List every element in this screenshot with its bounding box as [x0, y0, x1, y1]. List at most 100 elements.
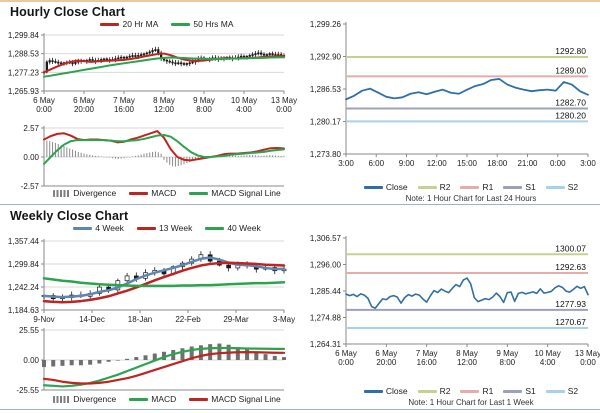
legend-label: S2	[567, 182, 579, 192]
legend-swatch	[417, 389, 437, 393]
svg-text:14-Dec: 14-Dec	[79, 315, 105, 324]
svg-text:1,288.53: 1,288.53	[8, 50, 40, 59]
svg-text:9:00: 9:00	[399, 159, 415, 168]
legend-swatch	[136, 226, 156, 230]
svg-text:2.57: 2.57	[23, 124, 39, 133]
svg-text:25.55: 25.55	[19, 326, 40, 335]
hourly-ma-legend: 20 Hr MA 50 Hrs MA	[44, 19, 290, 29]
svg-text:1270.67: 1270.67	[555, 317, 586, 327]
legend-swatch	[460, 389, 480, 393]
legend-item: Divergence	[53, 394, 116, 404]
legend-label: S2	[567, 386, 579, 396]
legend-swatch	[460, 185, 480, 189]
svg-text:1,306.57: 1,306.57	[310, 234, 342, 243]
svg-text:-25.55: -25.55	[16, 386, 39, 395]
legend-swatch	[53, 189, 71, 197]
legend-label: MACD	[151, 394, 177, 404]
legend-item: S1	[503, 182, 536, 192]
legend-item: Close	[363, 386, 408, 396]
svg-text:1,357.44: 1,357.44	[8, 237, 40, 246]
svg-text:16:00: 16:00	[114, 105, 135, 114]
svg-text:0:00: 0:00	[36, 105, 52, 114]
svg-text:8 May: 8 May	[456, 349, 478, 358]
legend-swatch	[73, 226, 93, 230]
legend-item: 13 Week	[136, 223, 192, 233]
svg-text:1280.20: 1280.20	[555, 110, 586, 120]
svg-text:1,184.63: 1,184.63	[8, 306, 40, 315]
svg-text:12:00: 12:00	[457, 358, 478, 367]
svg-text:6 May: 6 May	[73, 96, 95, 105]
svg-text:10 May: 10 May	[231, 96, 257, 105]
svg-text:1,296.00: 1,296.00	[310, 261, 342, 270]
svg-text:12:00: 12:00	[427, 159, 448, 168]
legend-item: R2	[417, 386, 450, 396]
legend-label: 40 Week	[227, 223, 261, 233]
legend-swatch	[503, 389, 523, 393]
legend-swatch	[363, 185, 383, 189]
legend-item: 4 Week	[73, 223, 124, 233]
svg-text:1292.63: 1292.63	[555, 262, 586, 272]
hourly-candlestick-chart: 1,299.841,288.531,277.231,265.936 May0:0…	[8, 31, 297, 114]
svg-text:16:00: 16:00	[417, 358, 438, 367]
legend-item: S2	[545, 386, 579, 396]
svg-text:18-Jan: 18-Jan	[128, 315, 152, 324]
svg-text:1289.00: 1289.00	[555, 65, 586, 75]
legend-item: 20 Hr MA	[100, 19, 158, 29]
legend-item: R1	[460, 386, 493, 396]
hourly-pivot-legend: Close R2 R1 S1 S2	[346, 182, 596, 192]
legend-swatch	[545, 185, 565, 189]
legend-label: R1	[482, 182, 494, 192]
svg-text:1,280.17: 1,280.17	[310, 117, 342, 126]
svg-text:4:00: 4:00	[540, 358, 556, 367]
legend-label: S1	[525, 182, 536, 192]
legend-swatch	[53, 395, 71, 403]
svg-text:7 May: 7 May	[416, 349, 438, 358]
svg-text:3-May: 3-May	[273, 315, 295, 324]
legend-swatch	[417, 185, 437, 189]
svg-text:0.00: 0.00	[23, 153, 39, 162]
svg-text:1,242.24: 1,242.24	[8, 283, 40, 292]
svg-text:1,273.80: 1,273.80	[310, 150, 342, 159]
svg-text:0:00: 0:00	[338, 358, 354, 367]
svg-text:1282.70: 1282.70	[555, 98, 586, 108]
bottom-divider	[0, 409, 600, 410]
svg-text:1,274.88: 1,274.88	[310, 313, 342, 322]
legend-label: S1	[525, 386, 536, 396]
legend-swatch	[129, 397, 149, 401]
weekly-macd-chart: 25.55 0.00 -25.55	[16, 326, 286, 395]
weekly-candlestick-chart: 1,357.44 1,299.84 1,242.24 1,184.639-Nov 14-…	[8, 237, 295, 324]
legend-item: R2	[417, 182, 450, 192]
hourly-macd-chart: 2.57 0.00 -2.57	[21, 124, 285, 191]
svg-text:1,299.84: 1,299.84	[8, 260, 40, 269]
legend-swatch	[363, 389, 383, 393]
svg-text:8 May: 8 May	[153, 96, 175, 105]
legend-item: Close	[363, 182, 408, 192]
svg-text:1,277.23: 1,277.23	[8, 68, 40, 77]
svg-text:20:00: 20:00	[376, 358, 397, 367]
svg-text:9-Nov: 9-Nov	[33, 315, 54, 324]
legend-label: 4 Week	[95, 223, 124, 233]
svg-text:1292.80: 1292.80	[555, 46, 586, 56]
svg-text:3:00: 3:00	[580, 159, 596, 168]
legend-label: R1	[482, 386, 494, 396]
svg-text:13 May: 13 May	[575, 349, 600, 358]
legend-label: Close	[385, 182, 408, 192]
legend-label: Divergence	[73, 188, 117, 198]
legend-item: R1	[460, 182, 493, 192]
weekly-ma-legend: 4 Week 13 Week 40 Week	[44, 223, 290, 233]
svg-text:4:00: 4:00	[236, 105, 252, 114]
svg-text:9 May: 9 May	[496, 349, 518, 358]
legend-item: MACD Signal Line	[189, 394, 281, 404]
legend-item: MACD	[129, 394, 176, 404]
svg-text:1300.07: 1300.07	[555, 243, 586, 253]
svg-text:12:00: 12:00	[154, 105, 175, 114]
legend-swatch	[100, 22, 120, 26]
legend-item: MACD Signal Line	[189, 188, 281, 198]
svg-text:1,265.93: 1,265.93	[8, 87, 40, 96]
svg-text:0:00: 0:00	[550, 159, 566, 168]
legend-swatch	[189, 191, 209, 195]
svg-text:7 May: 7 May	[113, 96, 135, 105]
legend-item: MACD	[129, 188, 176, 198]
hourly-note: Note: 1 Hour Chart for Last 24 Hours	[405, 194, 537, 203]
